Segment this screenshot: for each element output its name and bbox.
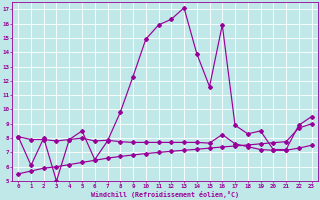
X-axis label: Windchill (Refroidissement éolien,°C): Windchill (Refroidissement éolien,°C) — [91, 191, 239, 198]
